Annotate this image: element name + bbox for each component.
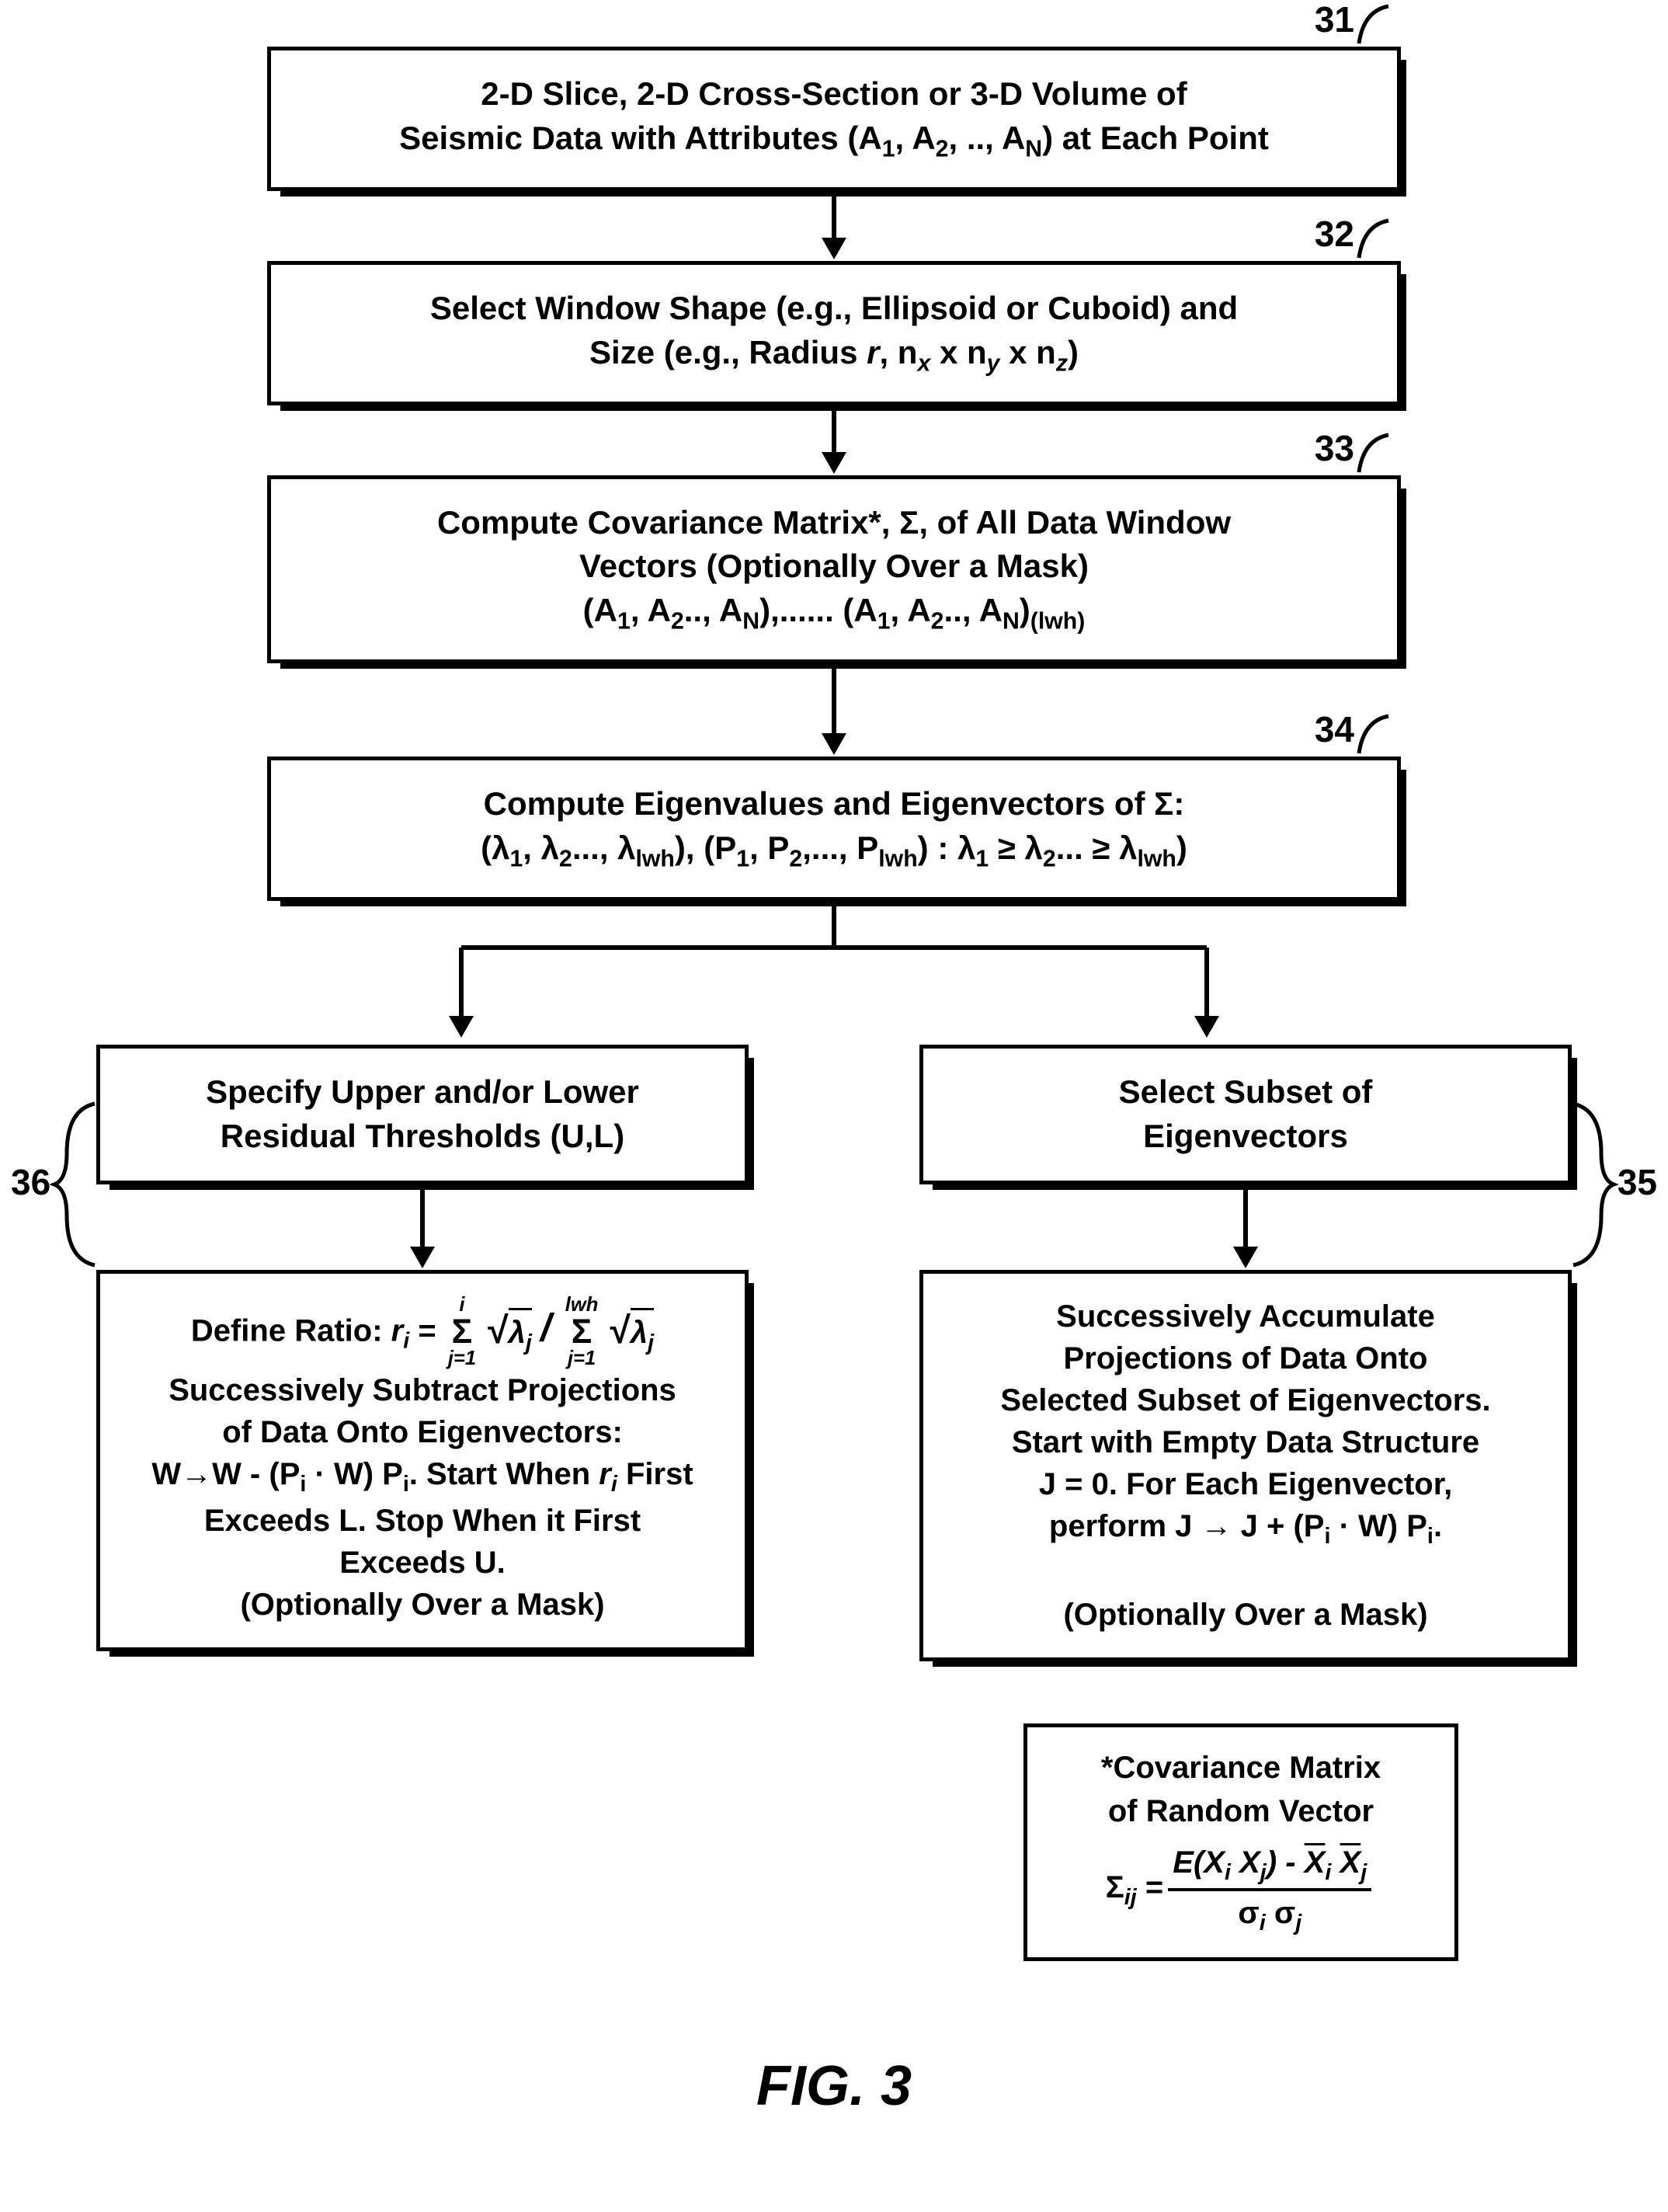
sub-lwh-paren: (lwh): [1030, 609, 1086, 635]
b31-line2d: ) at Each Point: [1042, 120, 1269, 156]
flowchart: 31 2-D Slice, 2-D Cross-Section or 3-D V…: [93, 47, 1575, 2118]
figure-caption: FIG. 3: [756, 2054, 912, 2118]
b34-line1: Compute Eigenvalues and Eigenvectors of …: [484, 785, 1185, 822]
sub-x: x: [917, 350, 930, 376]
ref-32-text: 32: [1315, 214, 1354, 254]
footnote-box: *Covariance Matrix of Random Vector Σij …: [1023, 1723, 1458, 1962]
arrow-35a-35b: [1226, 1184, 1265, 1270]
brace-36: [50, 1099, 104, 1270]
ref-36: 36: [11, 1161, 50, 1203]
b32-line2d: x n: [999, 334, 1055, 370]
arrow-33-34: [815, 663, 853, 756]
split-row: Specify Upper and/or Lower Residual Thre…: [96, 1045, 1572, 1661]
b31-line2a: Seismic Data with Attributes (A: [399, 120, 882, 156]
sub-y: y: [987, 350, 1000, 376]
arrow-31-32: [815, 191, 853, 261]
ref-34: 34: [1315, 708, 1354, 750]
covariance-fraction: E(Xi Xj) - Xi Xj σi σj: [1168, 1841, 1371, 1939]
arrow-36a-36b: [403, 1184, 442, 1270]
box-35a: Select Subset of Eigenvectors: [919, 1045, 1572, 1184]
box-31: 2-D Slice, 2-D Cross-Section or 3-D Volu…: [267, 47, 1401, 191]
b33-line1: Compute Covariance Matrix*, Σ, of All Da…: [437, 504, 1231, 541]
leader-curve-34: [1350, 713, 1393, 756]
sub-2: 2: [936, 136, 949, 162]
sym-r: r: [867, 334, 879, 370]
ref-32: 32: [1315, 213, 1354, 255]
left-column: Specify Upper and/or Lower Residual Thre…: [96, 1045, 749, 1661]
sum-2: lwhΣj=1: [565, 1296, 599, 1369]
arrow-32-33: [815, 405, 853, 475]
ref-33: 33: [1315, 427, 1354, 469]
b32-line2e: ): [1068, 334, 1079, 370]
b32-line2c: x n: [930, 334, 986, 370]
b32-line2a: Size (e.g., Radius: [589, 334, 867, 370]
b31-line2c: , .., A: [949, 120, 1026, 156]
split-connector: [96, 901, 1572, 1045]
b33-line2: Vectors (Optionally Over a Mask): [579, 548, 1089, 584]
b32-line1: Select Window Shape (e.g., Ellipsoid or …: [430, 290, 1238, 326]
ref-34-text: 34: [1315, 709, 1354, 750]
box-35b: Successively Accumulate Projections of D…: [919, 1270, 1572, 1661]
ref-35: 35: [1618, 1161, 1657, 1203]
box-32: Select Window Shape (e.g., Ellipsoid or …: [267, 261, 1401, 405]
b32-line2b: , n: [879, 334, 917, 370]
ref-31-text: 31: [1315, 0, 1354, 40]
leader-curve-32: [1350, 217, 1393, 261]
leader-curve-31: [1350, 3, 1393, 47]
sub-z: z: [1056, 350, 1068, 376]
b31-line2b: , A: [895, 120, 936, 156]
right-column: Select Subset of Eigenvectors 35 Success…: [919, 1045, 1572, 1661]
sub-N: N: [1025, 136, 1042, 162]
ref-31: 31: [1315, 0, 1354, 40]
b31-line1: 2-D Slice, 2-D Cross-Section or 3-D Volu…: [481, 75, 1187, 112]
ref-33-text: 33: [1315, 428, 1354, 468]
box-36a: Specify Upper and/or Lower Residual Thre…: [96, 1045, 749, 1184]
sub-1: 1: [882, 136, 895, 162]
box-33: Compute Covariance Matrix*, Σ, of All Da…: [267, 475, 1401, 664]
brace-35: [1564, 1099, 1618, 1270]
b33-line3a: (A: [583, 592, 617, 628]
leader-curve-33: [1350, 432, 1393, 475]
sum-1: iΣj=1: [448, 1296, 476, 1369]
box-34: Compute Eigenvalues and Eigenvectors of …: [267, 756, 1401, 901]
box-36b: Define Ratio: ri = iΣj=1 λj / lwhΣj=1 λj…: [96, 1270, 749, 1651]
